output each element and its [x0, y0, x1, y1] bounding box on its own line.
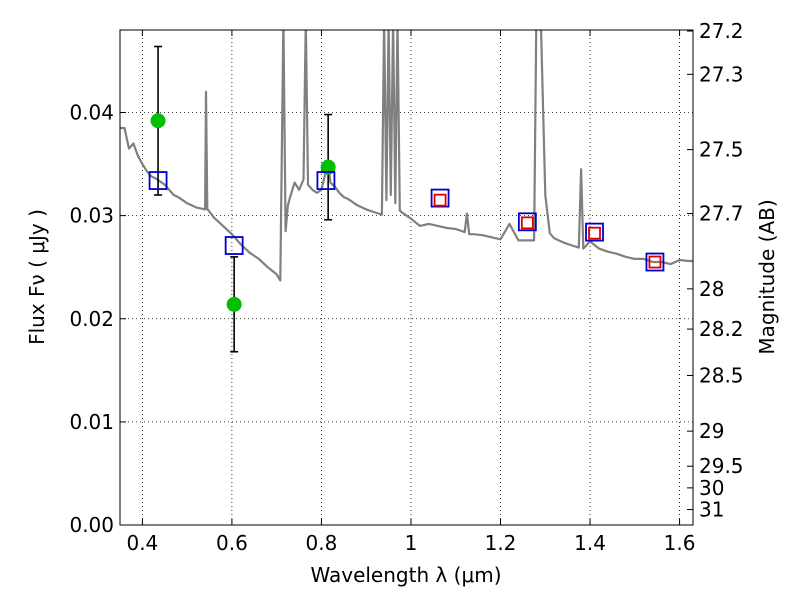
blue-square-point [148, 171, 168, 190]
y-axis-left: 0.00 0.01 0.02 0.03 0.04 [69, 101, 126, 537]
x-tick-label: 0.6 [216, 531, 248, 555]
markers [148, 45, 665, 353]
x-axis-label: Wavelength λ (μm) [310, 563, 501, 587]
y-axis-right-label: Magnitude (AB) [755, 199, 779, 354]
red-square-point [520, 216, 534, 230]
mag-tick-label: 28.5 [699, 363, 744, 387]
x-tick-label: 1 [405, 531, 418, 555]
y-tick-label: 0.02 [69, 307, 114, 331]
mag-tick-label: 27.5 [699, 138, 744, 162]
grid-lines [120, 30, 693, 526]
blue-square-point [517, 212, 537, 232]
mag-tick-label: 28 [699, 277, 724, 301]
x-tick-label: 0.4 [126, 531, 158, 555]
red-square-point [648, 255, 662, 269]
mag-tick-label: 29 [699, 419, 724, 443]
blue-square-point [645, 252, 665, 272]
red-square-point [433, 193, 447, 207]
blue-square-point [430, 188, 450, 208]
observed-point [226, 296, 242, 312]
y-tick-label: 0.01 [69, 410, 114, 434]
sed-model-line [120, 30, 693, 282]
x-tick-label: 0.8 [306, 531, 338, 555]
blue-square-point [316, 171, 336, 190]
y-tick-label: 0.04 [69, 101, 114, 125]
x-axis: 0.4 0.6 0.8 1 1.2 1.4 1.6 [126, 30, 695, 555]
mag-tick-label: 30 [699, 476, 724, 500]
observed-point [320, 159, 336, 175]
red-square-point [588, 226, 601, 240]
y-axis-label: Flux Fν ( μJy ) [25, 209, 49, 345]
observed-point [150, 113, 166, 129]
x-tick-label: 1.6 [664, 531, 696, 555]
x-tick-label: 1.2 [485, 531, 517, 555]
mag-tick-label: 28.2 [699, 317, 744, 341]
plot-clip-group [120, 30, 693, 282]
mag-tick-label: 31 [699, 498, 724, 522]
y-tick-label: 0.03 [69, 204, 114, 228]
blue-square-point [585, 222, 604, 242]
blue-square-point [224, 236, 244, 255]
x-tick-label: 1.4 [574, 531, 606, 555]
y-tick-label: 0.00 [69, 513, 114, 537]
mag-tick-label: 27.3 [699, 62, 744, 86]
mag-tick-label: 27.2 [699, 19, 744, 43]
mag-tick-label: 29.5 [699, 454, 744, 478]
plot-frame [119, 29, 694, 526]
mag-tick-label: 27.7 [699, 202, 744, 226]
